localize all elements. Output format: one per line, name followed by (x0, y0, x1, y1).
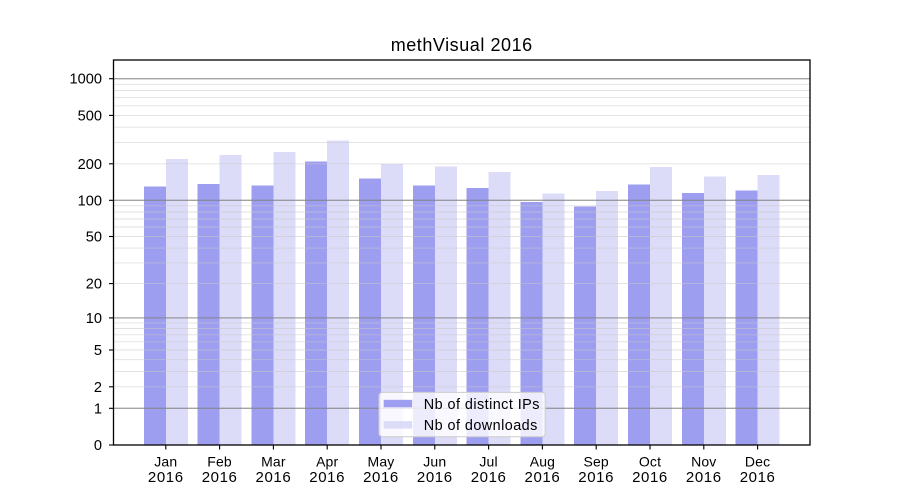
svg-text:2016: 2016 (525, 469, 561, 486)
svg-text:Oct: Oct (639, 453, 661, 469)
svg-text:2016: 2016 (256, 469, 292, 486)
svg-text:500: 500 (78, 108, 102, 124)
svg-text:20: 20 (86, 277, 102, 293)
svg-text:1: 1 (94, 401, 102, 417)
svg-text:2016: 2016 (309, 469, 345, 486)
svg-text:May: May (368, 453, 395, 469)
svg-text:Jan: Jan (154, 453, 177, 469)
svg-text:2016: 2016 (417, 469, 453, 486)
svg-text:Mar: Mar (261, 453, 286, 469)
svg-text:Nb of downloads: Nb of downloads (424, 418, 538, 434)
svg-text:0: 0 (94, 438, 102, 454)
svg-text:100: 100 (78, 193, 102, 209)
svg-text:2: 2 (94, 380, 102, 396)
svg-text:Nov: Nov (691, 453, 716, 469)
svg-text:Aug: Aug (530, 453, 555, 469)
svg-text:2016: 2016 (363, 469, 399, 486)
svg-text:2016: 2016 (740, 469, 776, 486)
svg-text:Nb of distinct IPs: Nb of distinct IPs (424, 397, 540, 413)
svg-text:200: 200 (78, 157, 102, 173)
svg-text:2016: 2016 (578, 469, 614, 486)
svg-text:2016: 2016 (148, 469, 184, 486)
svg-text:2016: 2016 (686, 469, 722, 486)
svg-text:10: 10 (86, 311, 102, 327)
svg-text:5: 5 (94, 343, 102, 359)
svg-text:Dec: Dec (745, 453, 770, 469)
svg-text:2016: 2016 (632, 469, 668, 486)
svg-text:Feb: Feb (207, 453, 232, 469)
svg-text:2016: 2016 (471, 469, 507, 486)
svg-text:Jul: Jul (479, 453, 497, 469)
svg-text:Sep: Sep (584, 453, 609, 469)
svg-text:Apr: Apr (316, 453, 338, 469)
svg-text:1000: 1000 (70, 72, 102, 88)
svg-text:50: 50 (86, 230, 102, 246)
svg-text:2016: 2016 (202, 469, 238, 486)
svg-text:methVisual 2016: methVisual 2016 (391, 35, 533, 55)
svg-text:Jun: Jun (423, 453, 446, 469)
